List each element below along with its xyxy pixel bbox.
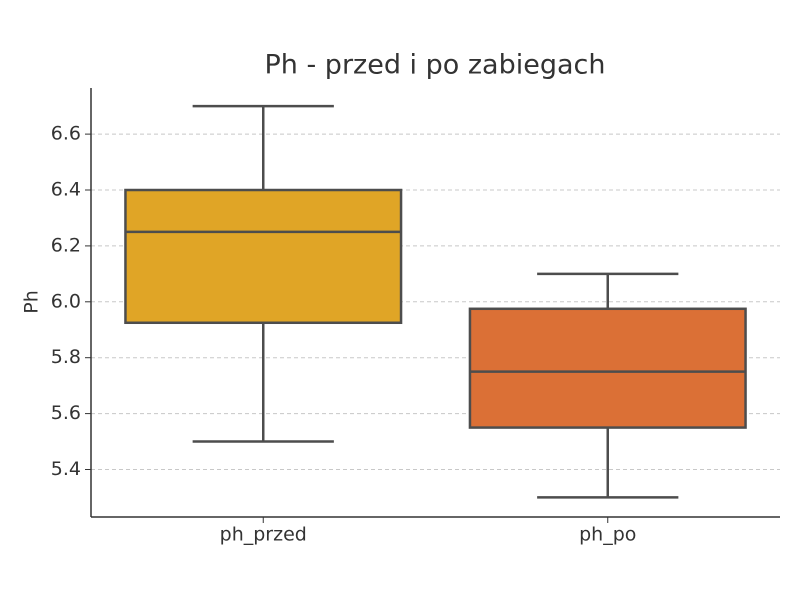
- x-tick-label: ph_przed: [220, 524, 307, 546]
- y-tick-label: 6.2: [51, 234, 81, 256]
- y-tick-label: 6.6: [51, 123, 81, 145]
- box: [124, 188, 403, 325]
- y-tick-label: 5.8: [51, 346, 81, 368]
- y-axis-label: Ph: [21, 290, 43, 314]
- y-tick-label: 6.0: [51, 290, 81, 312]
- chart-title: Ph - przed i po zabiegach: [265, 50, 606, 81]
- x-tick-label: ph_po: [579, 524, 636, 546]
- y-tick-label: 5.4: [51, 458, 81, 480]
- box: [468, 307, 747, 429]
- y-tick-label: 5.6: [51, 402, 81, 424]
- y-tick-label: 6.4: [51, 179, 81, 201]
